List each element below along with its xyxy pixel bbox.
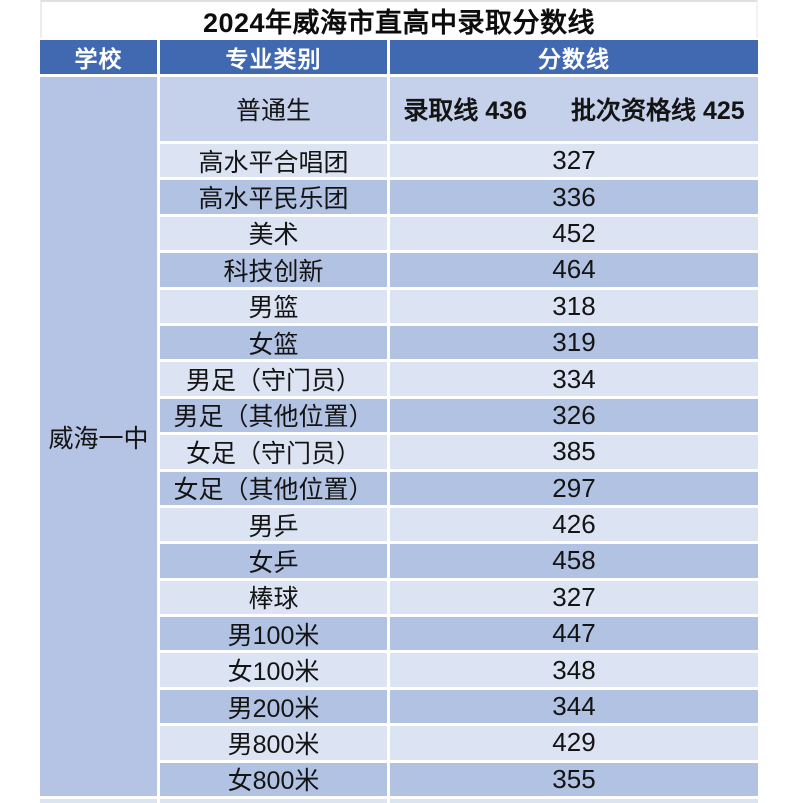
score-cell: 344	[390, 689, 758, 724]
score-cell: 429	[390, 726, 758, 760]
category-cell: 女800米	[160, 762, 387, 797]
table-row: 男100米 447	[160, 617, 758, 651]
header-category: 专业类别	[160, 40, 387, 74]
score-cell: 录取线 436 批次资格线 425	[390, 77, 758, 141]
table-row: 男足（守门员） 334	[160, 362, 758, 396]
category-cell: 女100米	[160, 653, 387, 687]
table-body: 威海一中 普通生 录取线 436 批次资格线 425 高水平合唱团 327	[40, 77, 758, 797]
score-cell: 297	[390, 471, 758, 505]
table-row: 高水平合唱团 327	[160, 144, 758, 178]
table-row: 女足（其他位置） 297	[160, 471, 758, 505]
score-cell: 385	[390, 435, 758, 469]
header-score: 分数线	[390, 40, 758, 74]
batch-qualification-line: 批次资格线 425	[571, 97, 745, 125]
score-cell: 458	[390, 544, 758, 578]
score-cell: 447	[390, 617, 758, 651]
category-cell: 男足（其他位置）	[160, 398, 387, 433]
table-row: 美术 452	[160, 216, 758, 251]
category-cell: 普通生	[160, 77, 387, 141]
score-cell: 426	[390, 507, 758, 542]
score-cell: 319	[390, 325, 758, 360]
rows-column: 普通生 录取线 436 批次资格线 425 高水平合唱团 327 高水平民乐团 …	[160, 77, 758, 797]
table-row: 女乒 458	[160, 544, 758, 578]
score-cell: 326	[390, 398, 758, 433]
category-cell: 男乒	[160, 507, 387, 542]
score-cell: 318	[390, 289, 758, 323]
school-name-cell: 威海一中	[40, 77, 157, 796]
category-cell: 男200米	[160, 689, 387, 724]
table-row: 女足（守门员） 385	[160, 435, 758, 469]
table-row: 男足（其他位置） 326	[160, 398, 758, 433]
score-cell: 464	[390, 253, 758, 287]
table-row: 男800米 429	[160, 726, 758, 760]
score-cell: 336	[390, 180, 758, 214]
category-cell: 高水平合唱团	[160, 144, 387, 178]
category-cell: 棒球	[160, 580, 387, 615]
table-row-general: 普通生 录取线 436 批次资格线 425	[160, 77, 758, 141]
category-cell: 女乒	[160, 544, 387, 578]
general-score-lines: 录取线 436 批次资格线 425	[403, 91, 744, 127]
table-row: 男200米 344	[160, 689, 758, 724]
table-row: 男篮 318	[160, 289, 758, 323]
next-section-cutoff	[40, 799, 758, 803]
category-cell: 科技创新	[160, 253, 387, 287]
category-cell: 女足（其他位置）	[160, 471, 387, 505]
score-cell: 355	[390, 762, 758, 797]
category-cell: 女足（守门员）	[160, 435, 387, 469]
header-school: 学校	[40, 40, 157, 74]
category-cell: 美术	[160, 216, 387, 251]
category-cell: 女篮	[160, 325, 387, 360]
score-cell: 327	[390, 144, 758, 178]
table-header-row: 学校 专业类别 分数线	[40, 40, 758, 74]
category-cell: 男100米	[160, 617, 387, 651]
table-row: 高水平民乐团 336	[160, 180, 758, 214]
score-cell: 334	[390, 362, 758, 396]
table-row: 女100米 348	[160, 653, 758, 687]
score-table: 2024年威海市直高中录取分数线 学校 专业类别 分数线 威海一中 普通生 录取…	[40, 0, 758, 803]
table-row: 科技创新 464	[160, 253, 758, 287]
score-cell: 327	[390, 580, 758, 615]
table-row: 女篮 319	[160, 325, 758, 360]
table-row: 男乒 426	[160, 507, 758, 542]
score-cell: 348	[390, 653, 758, 687]
table-row: 女800米 355	[160, 762, 758, 797]
admission-line: 录取线 436	[403, 97, 527, 125]
category-cell: 高水平民乐团	[160, 180, 387, 214]
score-cell: 452	[390, 216, 758, 251]
category-cell: 男足（守门员）	[160, 362, 387, 396]
table-row: 棒球 327	[160, 580, 758, 615]
category-cell: 男篮	[160, 289, 387, 323]
category-cell: 男800米	[160, 726, 387, 760]
page-title: 2024年威海市直高中录取分数线	[40, 0, 758, 38]
